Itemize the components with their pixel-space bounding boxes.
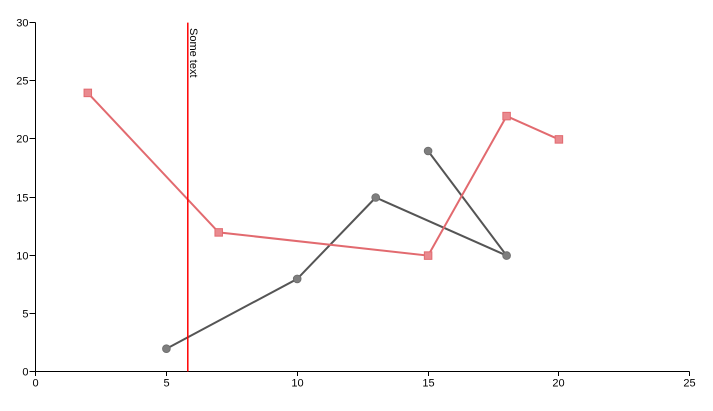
svg-text:20: 20	[552, 378, 564, 390]
svg-text:15: 15	[16, 193, 28, 205]
svg-text:25: 25	[16, 76, 28, 88]
svg-text:20: 20	[16, 134, 28, 146]
svg-text:Some text: Some text	[187, 28, 199, 78]
svg-text:10: 10	[291, 378, 303, 390]
svg-text:10: 10	[16, 251, 28, 263]
svg-text:25: 25	[683, 378, 695, 390]
svg-text:5: 5	[22, 309, 28, 321]
svg-text:0: 0	[32, 378, 38, 390]
svg-text:5: 5	[163, 378, 169, 390]
svg-text:15: 15	[422, 378, 434, 390]
svg-text:0: 0	[22, 367, 28, 379]
svg-text:30: 30	[16, 18, 28, 30]
